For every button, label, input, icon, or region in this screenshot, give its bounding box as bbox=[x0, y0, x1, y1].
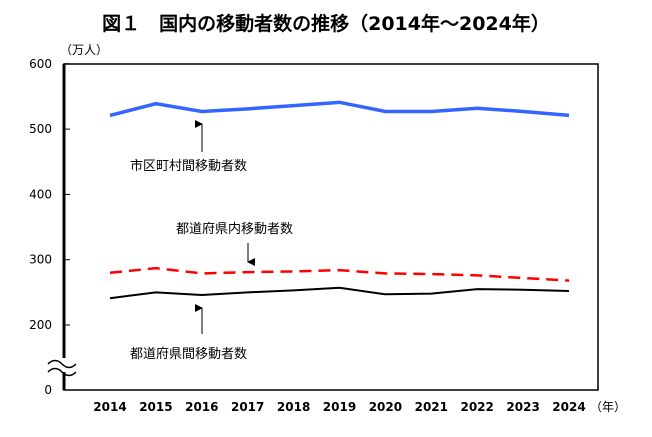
plot-frame bbox=[64, 64, 598, 390]
y-tick-label: 300 bbox=[29, 253, 52, 267]
x-tick-label: 2023 bbox=[506, 400, 539, 414]
y-tick-label: 500 bbox=[29, 122, 52, 136]
x-tick-label: 2022 bbox=[460, 400, 493, 414]
y-tick-label: 600 bbox=[29, 57, 52, 71]
x-tick-label: 2020 bbox=[369, 400, 402, 414]
x-tick-label: 2015 bbox=[139, 400, 172, 414]
series-label-inter-prefecture: 都道府県間移動者数 bbox=[130, 347, 247, 362]
series-label-intra-prefecture: 都道府県内移動者数 bbox=[176, 221, 293, 237]
x-tick-label: 2014 bbox=[93, 400, 126, 414]
chart-title: 図１ 国内の移動者数の推移（2014年～2024年） bbox=[102, 12, 550, 35]
x-tick-label: 2021 bbox=[415, 400, 448, 414]
series-label-municipal: 市区町村間移動者数 bbox=[130, 158, 247, 174]
y-axis-unit: （万人） bbox=[60, 43, 108, 57]
axis-break-icon bbox=[48, 358, 78, 376]
x-tick-label: 2017 bbox=[231, 400, 264, 414]
y-tick-label: 200 bbox=[29, 318, 52, 332]
y-tick-label: 0 bbox=[44, 383, 52, 397]
x-axis-unit: （年） bbox=[590, 400, 626, 414]
x-tick-label: 2016 bbox=[185, 400, 218, 414]
series-line-2 bbox=[110, 288, 569, 298]
x-tick-label: 2018 bbox=[277, 400, 310, 414]
x-tick-label: 2024 bbox=[552, 400, 585, 414]
series-line-0 bbox=[110, 102, 569, 115]
y-tick-label: 400 bbox=[29, 187, 52, 201]
x-tick-label: 2019 bbox=[323, 400, 356, 414]
